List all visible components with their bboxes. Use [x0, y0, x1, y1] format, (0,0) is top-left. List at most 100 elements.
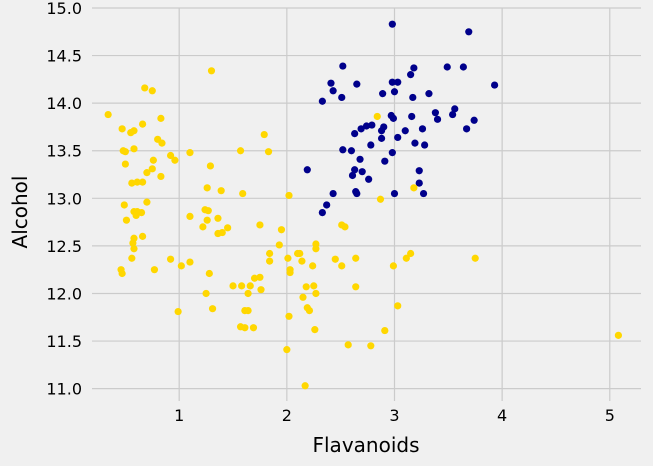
data-point	[129, 239, 137, 247]
data-point	[318, 97, 326, 105]
data-point	[381, 326, 389, 335]
data-point	[150, 266, 159, 274]
data-point	[143, 198, 151, 206]
data-point	[470, 116, 478, 124]
data-point	[238, 282, 246, 290]
data-point	[407, 71, 415, 79]
data-point	[443, 63, 451, 71]
data-point	[338, 262, 346, 270]
data-point	[365, 175, 373, 183]
data-point	[389, 114, 398, 122]
data-point	[118, 269, 126, 278]
y-tick-label: 12.0	[46, 284, 82, 303]
data-point	[157, 114, 165, 122]
data-point	[401, 127, 409, 135]
data-point	[257, 286, 265, 294]
data-point	[353, 189, 361, 198]
data-point	[367, 342, 375, 350]
data-point	[256, 221, 264, 229]
data-point	[388, 149, 396, 157]
data-point	[157, 172, 165, 181]
data-point	[132, 211, 140, 220]
x-tick-label: 4	[497, 406, 507, 425]
y-tick-label: 14.5	[46, 47, 82, 66]
data-point	[358, 168, 366, 176]
data-point	[356, 155, 364, 163]
data-point	[357, 125, 365, 133]
data-point	[312, 245, 320, 253]
x-tick-label: 1	[174, 406, 184, 425]
data-point	[138, 178, 147, 186]
data-point	[203, 216, 211, 224]
y-tick-label: 11.0	[46, 380, 82, 399]
data-point	[301, 382, 309, 390]
data-point	[394, 302, 402, 310]
data-point	[104, 110, 112, 119]
data-point	[149, 156, 157, 164]
data-point	[138, 232, 147, 240]
data-point	[377, 127, 386, 135]
data-point	[409, 93, 417, 102]
data-point	[425, 90, 433, 98]
data-point	[390, 189, 399, 198]
data-point	[277, 226, 286, 234]
data-point	[310, 282, 318, 290]
data-point	[415, 179, 423, 187]
data-point	[241, 324, 249, 332]
data-point	[202, 289, 210, 298]
data-point	[121, 160, 129, 168]
data-point	[305, 307, 314, 315]
data-point	[127, 129, 135, 137]
x-axis-label: Flavanoids	[313, 433, 420, 457]
data-point	[367, 141, 375, 149]
data-point	[614, 331, 622, 339]
data-point	[133, 178, 141, 186]
x-tick-label: 3	[389, 406, 399, 425]
data-point	[121, 148, 129, 156]
data-point	[284, 254, 292, 262]
data-point	[394, 133, 402, 142]
data-point	[299, 293, 307, 301]
data-point	[311, 326, 319, 334]
data-point	[302, 283, 310, 291]
y-tick-label: 12.5	[46, 237, 82, 256]
data-point	[408, 112, 416, 121]
data-point	[362, 122, 371, 130]
data-point	[338, 93, 346, 102]
data-point	[491, 81, 499, 89]
data-point	[465, 28, 473, 36]
data-point	[368, 121, 376, 129]
data-point	[208, 305, 217, 313]
data-point	[344, 341, 352, 349]
data-point	[379, 90, 387, 98]
data-point	[390, 88, 399, 96]
data-point	[177, 262, 185, 270]
data-point	[410, 184, 418, 192]
tick-labels: 1 2 3 4 5 11.0 11.5 12.0 12.5 13.0 13.5 14.0 14.5 15.…	[46, 0, 615, 425]
grid	[92, 7, 641, 401]
y-tick-label: 15.0	[46, 0, 82, 18]
data-point	[411, 139, 419, 147]
data-point	[286, 268, 294, 277]
data-point	[186, 212, 194, 220]
data-point	[451, 105, 459, 113]
data-point	[351, 130, 359, 138]
x-tick-label: 5	[605, 406, 615, 425]
data-point	[376, 195, 385, 203]
data-point	[309, 262, 317, 270]
data-point	[459, 63, 467, 71]
data-point	[120, 201, 128, 209]
data-point	[381, 157, 389, 165]
data-point	[285, 312, 293, 320]
data-points	[104, 20, 622, 390]
data-point	[246, 282, 254, 290]
data-point	[266, 257, 274, 265]
data-point	[312, 289, 320, 298]
data-point	[298, 257, 306, 265]
data-point	[323, 201, 331, 209]
data-point	[347, 147, 356, 155]
data-point	[122, 216, 131, 224]
data-point	[407, 249, 415, 258]
